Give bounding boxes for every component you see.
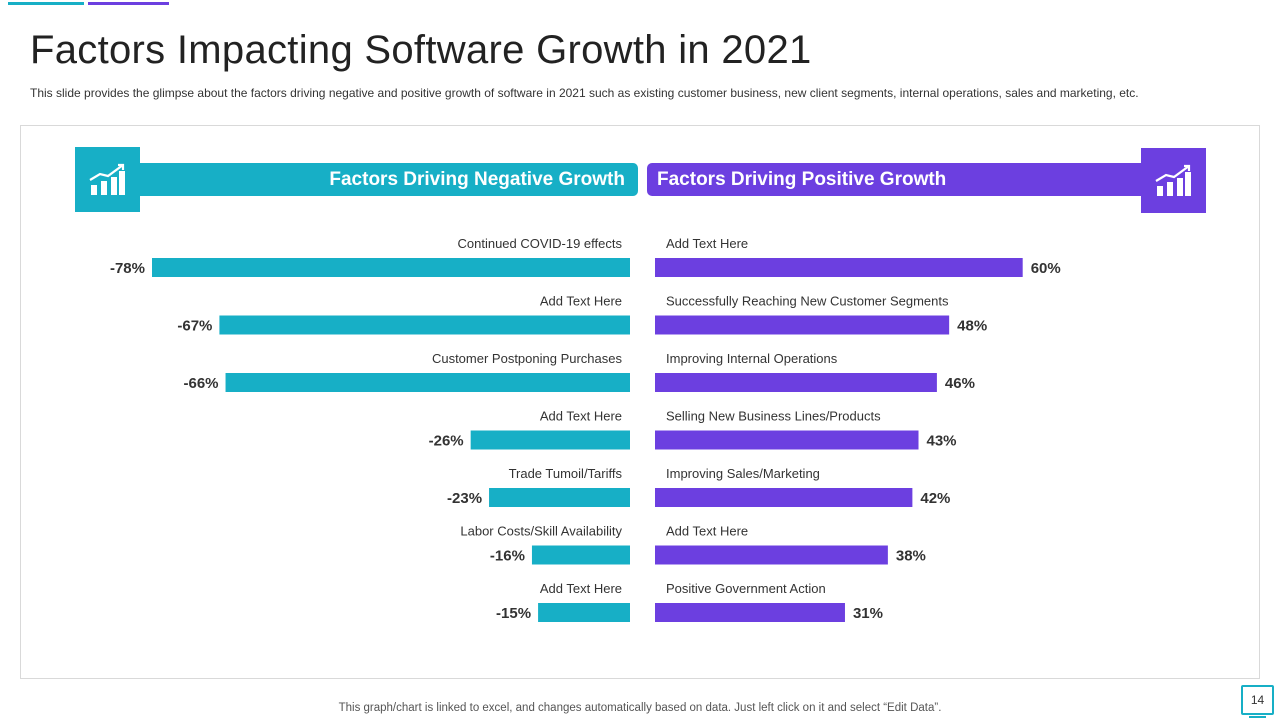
positive-category-label: Improving Sales/Marketing: [666, 466, 820, 481]
negative-category-label: Trade Tumoil/Tariffs: [509, 466, 623, 481]
chart-panel: [20, 125, 1260, 679]
growth-chart-icon: [88, 163, 125, 195]
positive-growth-banner: Factors Driving Positive Growth: [647, 163, 1141, 196]
negative-bar: [219, 315, 630, 335]
positive-bar: [655, 430, 919, 450]
negative-category-label: Customer Postponing Purchases: [432, 351, 623, 366]
positive-bar: [655, 373, 937, 392]
positive-value-label: 38%: [896, 548, 926, 565]
negative-value-label: -78%: [110, 260, 145, 277]
slide-subtitle: This slide provides the glimpse about th…: [30, 86, 1139, 100]
positive-bar: [655, 258, 1023, 277]
growth-chart-icon: [1154, 164, 1191, 196]
positive-value-label: 31%: [853, 605, 883, 622]
negative-bar: [538, 603, 630, 622]
negative-bar: [225, 373, 631, 392]
negative-value-label: -66%: [184, 375, 219, 392]
positive-value-label: 48%: [957, 318, 987, 335]
page-number: 14: [1241, 685, 1274, 718]
positive-value-label: 46%: [945, 375, 975, 392]
positive-category-label: Successfully Reaching New Customer Segme…: [666, 294, 949, 309]
slide-title: Factors Impacting Software Growth in 202…: [30, 28, 812, 72]
negative-value-label: -16%: [490, 548, 525, 565]
top-accent-teal: [8, 2, 84, 5]
negative-value-label: -23%: [447, 490, 482, 507]
positive-category-label: Selling New Business Lines/Products: [666, 409, 881, 424]
positive-value-label: 42%: [920, 490, 950, 507]
negative-category-label: Add Text Here: [540, 581, 622, 596]
positive-category-label: Add Text Here: [666, 236, 748, 251]
negative-category-label: Add Text Here: [540, 294, 622, 309]
negative-growth-icon-box: [75, 147, 140, 212]
positive-category-label: Positive Government Action: [666, 581, 826, 596]
negative-value-label: -15%: [496, 605, 531, 622]
positive-bar: [655, 488, 913, 507]
positive-bar: [655, 545, 888, 565]
negative-bar: [152, 258, 630, 277]
footer-note: This graph/chart is linked to excel, and…: [338, 702, 942, 714]
positive-category-label: Improving Internal Operations: [666, 351, 838, 366]
negative-category-label: Labor Costs/Skill Availability: [460, 524, 622, 539]
negative-value-label: -67%: [177, 318, 212, 335]
positive-value-label: 60%: [1031, 260, 1061, 277]
top-accent-purple: [88, 2, 169, 5]
positive-category-label: Add Text Here: [666, 524, 748, 539]
negative-bar: [489, 488, 630, 507]
negative-category-label: Continued COVID-19 effects: [457, 236, 622, 251]
positive-growth-icon-box: [1141, 148, 1206, 213]
positive-bar: [655, 603, 845, 622]
negative-category-label: Add Text Here: [540, 409, 622, 424]
negative-value-label: -26%: [429, 433, 464, 450]
negative-bar: [470, 430, 630, 450]
negative-bar: [531, 545, 630, 565]
negative-growth-banner: Factors Driving Negative Growth: [140, 163, 638, 196]
positive-value-label: 43%: [927, 433, 957, 450]
positive-bar: [655, 315, 950, 335]
